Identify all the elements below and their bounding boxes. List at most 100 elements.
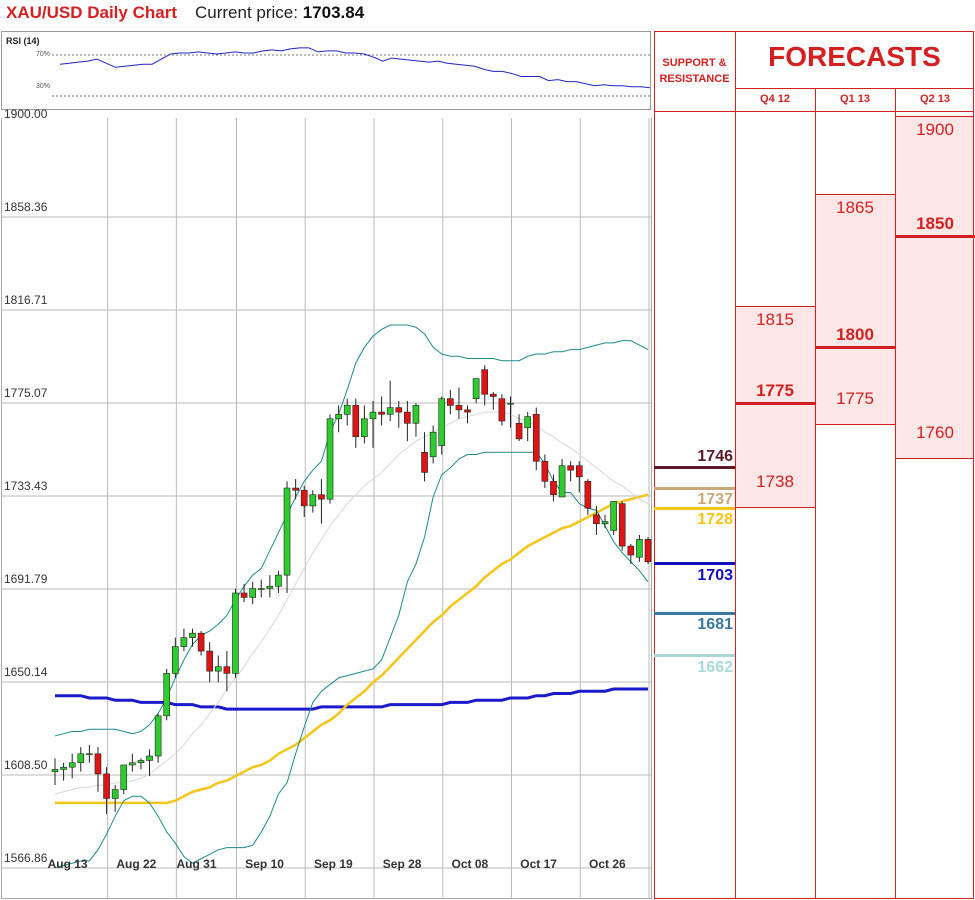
chart-title-bar: XAU/USD Daily Chart Current price: 1703.8…: [6, 3, 364, 23]
candle-up: [180, 637, 188, 647]
candle-down: [447, 398, 454, 406]
candle-down: [94, 753, 102, 775]
sr-level-line: [654, 486, 735, 490]
rsi-level-high: 70%: [36, 51, 51, 58]
candle-down: [464, 409, 471, 413]
candle-down: [481, 369, 489, 395]
candle-up: [60, 766, 67, 770]
candle-down: [223, 666, 231, 674]
sr-level-line: [654, 466, 735, 470]
candle-up: [249, 588, 256, 598]
candle-down: [404, 411, 411, 424]
candle-up: [369, 411, 377, 420]
candle-up: [524, 416, 531, 429]
quarter-label-q4-12: Q4 12: [760, 93, 790, 105]
sr-level-value: 1728: [697, 511, 733, 529]
x-tick-label: Sep 10: [245, 857, 284, 871]
forecast-low-value: 1775: [836, 389, 874, 409]
rsi-panel: RSI (14) 70% 30%: [1, 31, 652, 110]
candle-down: [498, 398, 506, 422]
sr-level-value: 1746: [697, 447, 733, 465]
candle-down: [352, 405, 360, 437]
candle-down: [103, 773, 110, 799]
sr-level-line: [654, 611, 735, 615]
candle-down: [532, 414, 540, 462]
candle-up: [68, 762, 76, 768]
candle-up: [343, 405, 351, 415]
candle-up: [51, 769, 59, 772]
y-tick-label: 1900.00: [4, 107, 48, 121]
candle-up: [309, 494, 317, 507]
sr-level-value: 1737: [697, 491, 733, 509]
candle-down: [593, 514, 600, 525]
candle-up: [507, 402, 514, 405]
price-label: Current price:: [194, 3, 298, 22]
x-tick-label: Aug 22: [116, 857, 157, 871]
candle-up: [146, 755, 153, 761]
x-tick-label: Aug 31: [176, 857, 217, 871]
candle-down: [567, 465, 574, 471]
candle-down: [489, 393, 497, 397]
candle-down: [515, 422, 523, 440]
x-tick-label: Oct 08: [451, 857, 489, 871]
forecast-low-value: 1738: [756, 471, 794, 491]
x-tick-label: Oct 17: [520, 857, 557, 871]
forecast-key-value: 1775: [756, 381, 794, 401]
rsi-label: RSI (14): [6, 36, 40, 46]
candle-up: [283, 487, 291, 576]
candle-up: [335, 414, 342, 420]
candle-up: [386, 407, 394, 415]
y-tick-label: 1858.36: [4, 199, 48, 214]
candle-down: [292, 487, 299, 491]
quarter-label-q2-13: Q2 13: [920, 93, 950, 105]
forecast-key-value: 1850: [916, 213, 954, 233]
candle-down: [378, 411, 385, 415]
y-tick-label: 1691.79: [4, 571, 48, 586]
sr-heading-line2: RESISTANCE: [659, 73, 730, 85]
sr-level-line: [654, 506, 735, 510]
sr-level-value: 1662: [697, 658, 733, 676]
candle-down: [550, 481, 557, 496]
forecast-key-line: [895, 234, 975, 238]
forecast-low-value: 1760: [916, 422, 954, 442]
forecast-key-line: [815, 346, 895, 350]
candle-up: [232, 592, 239, 674]
series-line-bb-upper: [54, 324, 649, 737]
candle-down: [421, 451, 428, 473]
sr-level-line: [654, 654, 735, 658]
series-line-ma20: [54, 411, 649, 795]
series-line-ma200: [55, 687, 648, 711]
candle-up: [429, 431, 437, 458]
price-value: 1703.84: [302, 3, 365, 22]
forecasts-heading: FORECASTS: [768, 41, 941, 72]
chart-title: XAU/USD Daily Chart: [6, 3, 177, 22]
candle-down: [627, 545, 635, 556]
candle-down: [575, 465, 583, 478]
candle-down: [395, 407, 403, 413]
rsi-line: [59, 47, 651, 89]
candle-up: [610, 501, 617, 531]
rsi-plot: [52, 47, 652, 97]
y-tick-label: 1775.07: [4, 386, 48, 400]
forecast-range-band: [815, 194, 896, 426]
q2-13-column: [895, 111, 974, 899]
sr-level-value: 1703: [697, 566, 733, 584]
forecast-range-band: [895, 116, 974, 459]
forecast-high-value: 1865: [836, 198, 874, 218]
x-tick-label: Oct 26: [589, 857, 626, 871]
series-line-ma50: [55, 493, 649, 805]
y-tick-label: 1733.43: [4, 479, 48, 493]
forecast-key-line: [735, 402, 815, 406]
candle-up: [154, 715, 162, 757]
candle-down: [455, 405, 463, 411]
candle-up: [172, 646, 179, 674]
candle-up: [601, 521, 609, 525]
candle-down: [618, 503, 626, 547]
candle-down: [318, 494, 325, 500]
price-chart: [1, 118, 652, 899]
candle-up: [558, 465, 566, 498]
sr-heading-line1: SUPPORT &: [662, 57, 727, 69]
sr-heading: SUPPORT & RESISTANCE: [654, 31, 735, 111]
series-line-bb-lower: [54, 451, 649, 869]
